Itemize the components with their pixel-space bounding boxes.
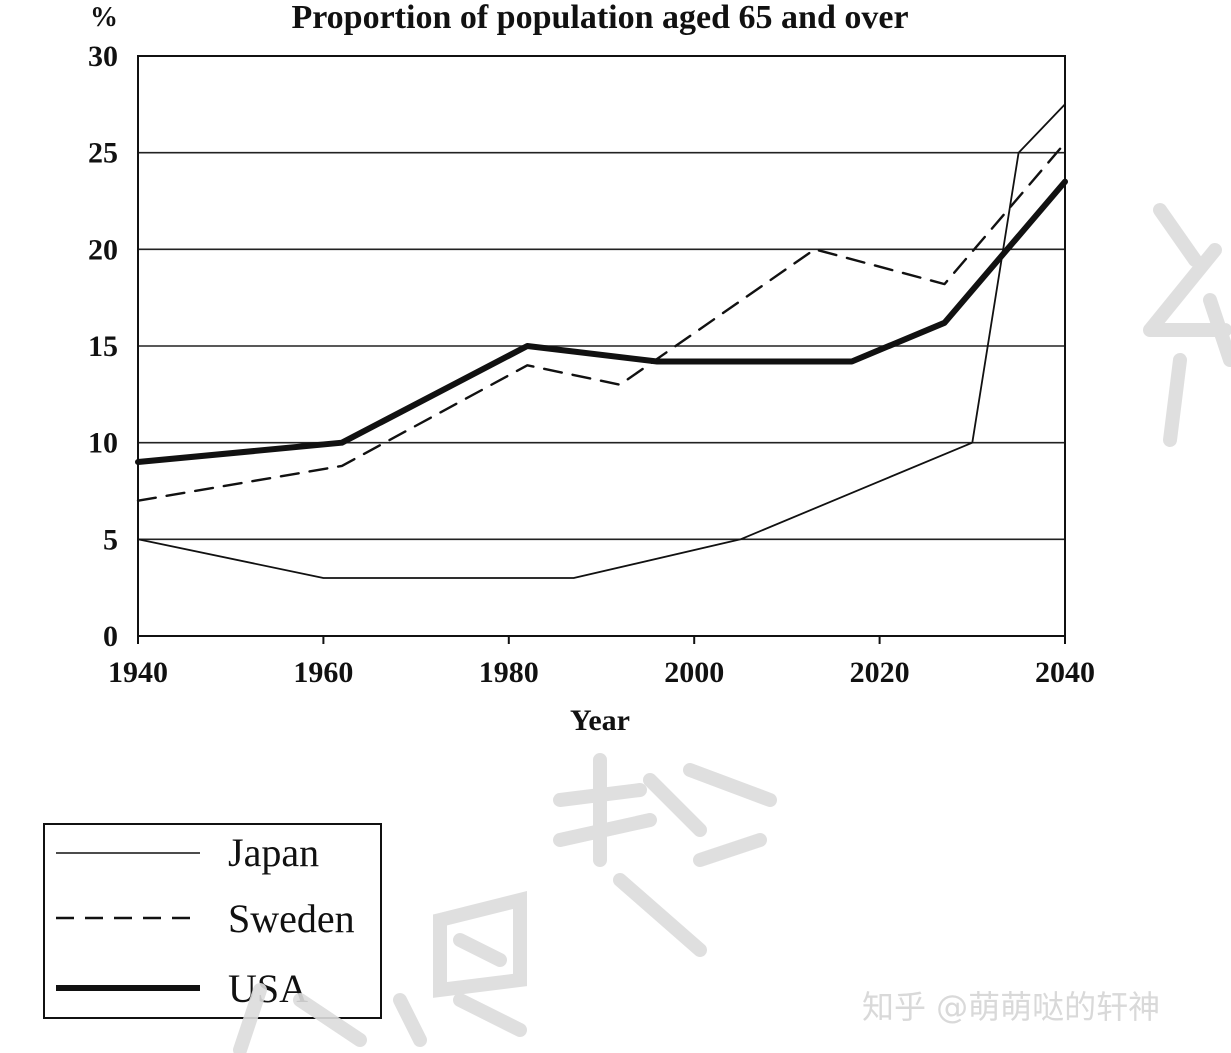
series-line-sweden <box>136 141 1067 502</box>
y-tick-label: 10 <box>88 427 118 460</box>
y-tick-label: 0 <box>103 620 118 653</box>
x-axis-ticks: 1940 1960 1980 2000 2020 2040 <box>108 636 1095 689</box>
x-tick-label: 2020 <box>850 656 910 689</box>
chart-title: Proportion of population aged 65 and ove… <box>291 0 908 36</box>
x-tick-label: 2000 <box>664 656 724 689</box>
legend-label-japan: Japan <box>228 830 319 875</box>
x-tick-label: 1980 <box>479 656 539 689</box>
y-tick-label: 30 <box>88 40 118 73</box>
series-lines <box>135 103 1068 579</box>
grid-lines <box>138 151 1065 541</box>
watermark-logo <box>233 203 1231 1053</box>
legend-label-sweden: Sweden <box>228 896 355 941</box>
watermark-credit-text: 知乎 @萌萌哒的轩神 <box>862 988 1161 1026</box>
y-tick-label: 15 <box>88 330 118 363</box>
legend: Japan Sweden USA <box>43 823 382 1019</box>
y-tick-label: 25 <box>88 137 118 170</box>
x-tick-label: 2040 <box>1035 656 1095 689</box>
plot-area-frame <box>137 55 1066 637</box>
x-tick-label: 1960 <box>293 656 353 689</box>
y-tick-label: 5 <box>103 523 118 556</box>
y-tick-label: 20 <box>88 233 118 266</box>
series-line-japan <box>137 103 1066 579</box>
y-axis-ticks: 0 5 10 15 20 25 30 <box>88 40 118 653</box>
x-tick-label: 1940 <box>108 656 168 689</box>
x-axis-title: Year <box>570 704 630 737</box>
series-line-usa <box>135 178 1068 465</box>
y-axis-unit-label: % <box>90 2 118 33</box>
